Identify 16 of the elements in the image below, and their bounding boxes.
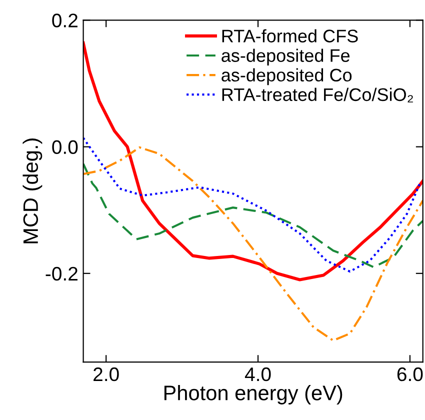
x-axis-title: Photon energy (eV) [164,385,342,404]
x-tick-label: 2.0 [94,367,119,382]
x-tick-label: 4.0 [244,367,271,382]
legend-label: as-deposited Fe [222,48,350,66]
y-tick-label: -0.2 [46,266,78,281]
y-axis-title: MCD (deg.) [22,138,42,244]
x-tick-label: 6.0 [397,367,423,382]
line-series [83,136,421,273]
y-tick-label: 0.2 [52,14,78,28]
line-series [83,162,423,268]
legend-label: as-deposited Co [222,68,352,86]
y-tick-label: 0.0 [52,140,78,154]
legend-label: RTA-formed CFS [222,29,358,42]
legend-label: RTA-treated Fe/Co/SiO₂ [222,88,413,102]
line-series [83,146,423,342]
line-series [83,41,423,282]
